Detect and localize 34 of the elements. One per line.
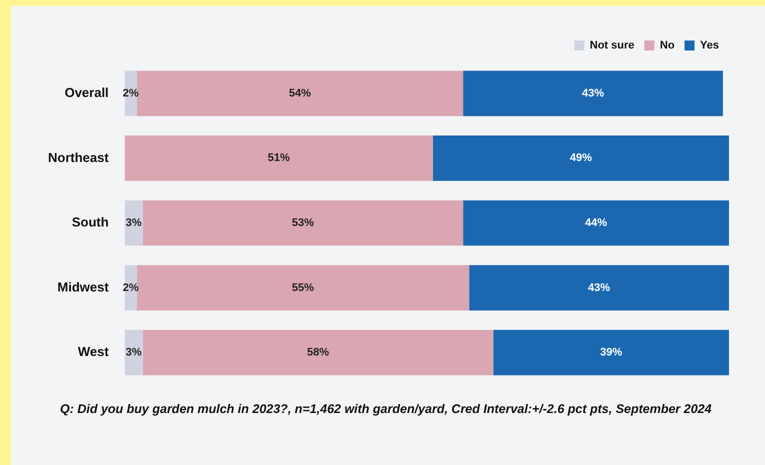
data-label: 44%: [585, 217, 608, 230]
y-tick-label: West: [78, 344, 110, 360]
data-label: 3%: [126, 346, 142, 359]
data-label: 2%: [122, 87, 139, 100]
data-label: 2%: [122, 282, 139, 294]
bar: [463, 70, 723, 116]
y-tick-label: Overall: [64, 84, 109, 100]
bar: [142, 330, 494, 376]
legend-label: Yes: [700, 40, 720, 52]
data-label: 54%: [288, 87, 312, 100]
bar: [432, 136, 729, 181]
legend-label: No: [660, 40, 675, 52]
data-label: 43%: [588, 282, 610, 294]
y-tick-label: Midwest: [57, 279, 110, 294]
y-tick-label: Northeast: [48, 150, 110, 165]
bar: [124, 136, 433, 181]
data-label: 43%: [582, 87, 604, 100]
bar: [124, 330, 143, 376]
data-label: 51%: [268, 152, 290, 164]
data-label: 53%: [292, 217, 314, 230]
y-tick-label: South: [72, 214, 109, 230]
data-label: 55%: [292, 282, 314, 294]
data-label: 58%: [307, 346, 330, 359]
data-label: 39%: [600, 346, 622, 359]
bar: [469, 265, 729, 310]
bar: [136, 70, 464, 116]
legend-label: Not sure: [590, 40, 634, 52]
data-label: 3%: [126, 217, 142, 230]
bar: [463, 200, 729, 246]
bar: [142, 200, 464, 246]
bar: [136, 265, 470, 310]
data-label: 49%: [570, 152, 592, 164]
text: Q: Did you buy garden mulch in 2023?, n=1,462 with garden/yard, Cred Interval:+/-2.6 pct pts, September 2024: [60, 402, 712, 416]
bar: [493, 330, 729, 376]
